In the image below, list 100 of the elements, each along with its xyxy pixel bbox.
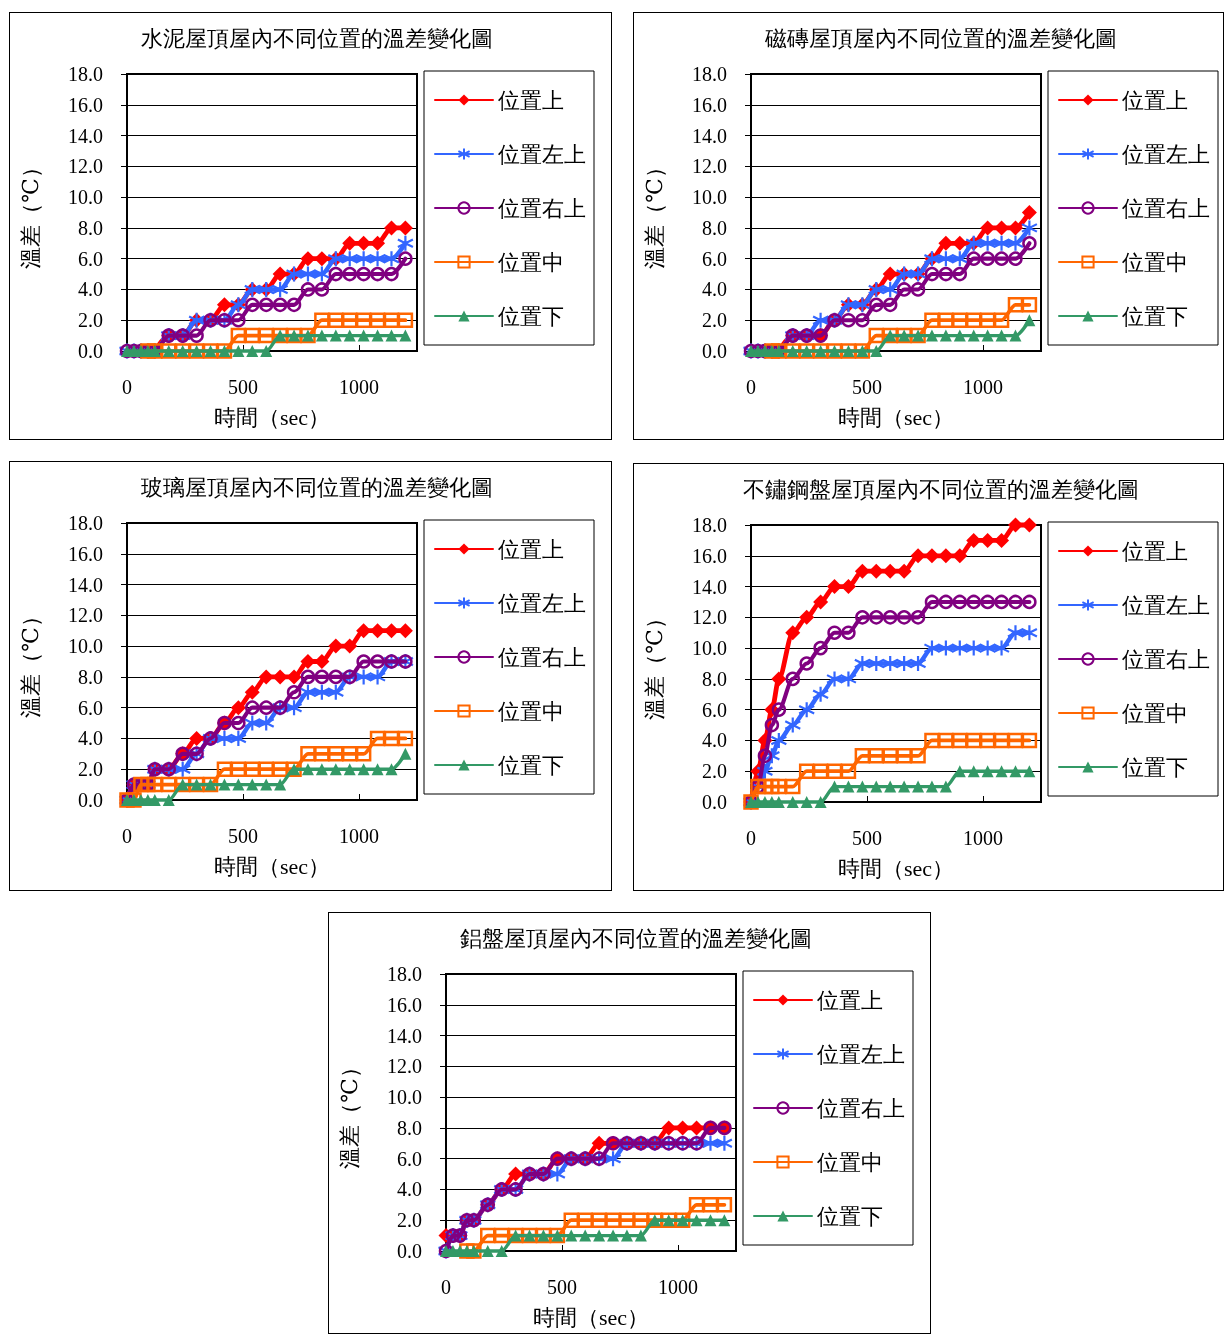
x-tick-label: 1000 — [339, 825, 379, 847]
legend-label: 位置下 — [498, 303, 564, 329]
chart-title: 鋁盤屋頂屋內不同位置的溫差變化圖 — [460, 925, 812, 951]
legend-label: 位置右上 — [498, 644, 586, 670]
y-tick-label: 10.0 — [68, 635, 103, 658]
y-tick-label: 12.0 — [68, 155, 103, 178]
y-tick-label: 12.0 — [692, 606, 727, 629]
y-tick-label: 6.0 — [397, 1147, 422, 1170]
x-axis-title: 時間（sec） — [213, 853, 331, 879]
x-tick-label: 0 — [122, 376, 132, 398]
y-tick-label: 0.0 — [397, 1240, 422, 1262]
y-tick-label: 4.0 — [702, 278, 727, 301]
x-axis-title: 時間（sec） — [213, 404, 331, 430]
legend-label: 位置右上 — [1122, 195, 1210, 221]
legend-label: 位置上 — [817, 987, 883, 1013]
y-tick-label: 16.0 — [68, 93, 103, 116]
legend-label: 位置中 — [817, 1149, 883, 1175]
y-axis-title: 溫差（℃） — [336, 1056, 362, 1169]
y-tick-label: 18.0 — [692, 63, 727, 85]
legend-label: 位置下 — [1122, 754, 1188, 780]
y-tick-label: 10.0 — [387, 1086, 422, 1109]
y-tick-label: 18.0 — [387, 963, 422, 985]
legend-label: 位置右上 — [498, 195, 586, 221]
legend-label: 位置上 — [498, 536, 564, 562]
y-tick-label: 18.0 — [692, 514, 727, 536]
legend-label: 位置中 — [1122, 249, 1188, 275]
y-tick-label: 8.0 — [78, 216, 103, 239]
y-tick-label: 16.0 — [387, 993, 422, 1016]
y-tick-label: 18.0 — [68, 512, 103, 534]
y-tick-label: 14.0 — [692, 575, 727, 598]
legend-label: 位置下 — [1122, 303, 1188, 329]
y-tick-label: 8.0 — [78, 665, 103, 688]
y-tick-label: 16.0 — [68, 542, 103, 565]
x-tick-label: 0 — [746, 376, 756, 398]
y-tick-label: 10.0 — [692, 637, 727, 660]
y-axis-title: 溫差（℃） — [17, 156, 43, 269]
y-tick-label: 16.0 — [692, 544, 727, 567]
y-tick-label: 4.0 — [397, 1178, 422, 1201]
x-tick-label: 1000 — [339, 376, 379, 398]
legend-label: 位置上 — [1122, 87, 1188, 113]
legend-label: 位置右上 — [817, 1095, 905, 1121]
x-axis-title: 時間（sec） — [837, 855, 955, 881]
y-tick-label: 0.0 — [78, 789, 103, 811]
y-tick-label: 4.0 — [78, 278, 103, 301]
y-tick-label: 8.0 — [397, 1116, 422, 1139]
chart-title: 玻璃屋頂屋內不同位置的溫差變化圖 — [141, 474, 493, 500]
y-axis-title: 溫差（℃） — [641, 156, 667, 269]
y-tick-label: 0.0 — [702, 340, 727, 362]
y-tick-label: 8.0 — [702, 667, 727, 690]
x-tick-label: 1000 — [658, 1276, 698, 1298]
x-tick-label: 500 — [852, 827, 882, 849]
y-tick-label: 6.0 — [702, 698, 727, 721]
x-tick-label: 500 — [547, 1276, 577, 1298]
legend-label: 位置上 — [498, 87, 564, 113]
legend-label: 位置左上 — [1122, 141, 1210, 167]
y-tick-label: 12.0 — [692, 155, 727, 178]
y-tick-label: 18.0 — [68, 63, 103, 85]
y-tick-label: 2.0 — [78, 309, 103, 332]
x-axis-title: 時間（sec） — [532, 1304, 650, 1330]
legend-label: 位置左上 — [498, 141, 586, 167]
y-tick-label: 6.0 — [78, 247, 103, 270]
chart-title: 水泥屋頂屋內不同位置的溫差變化圖 — [141, 25, 493, 51]
y-tick-label: 14.0 — [68, 573, 103, 596]
y-tick-label: 2.0 — [397, 1209, 422, 1232]
y-tick-label: 8.0 — [702, 216, 727, 239]
y-tick-label: 6.0 — [702, 247, 727, 270]
legend-label: 位置右上 — [1122, 646, 1210, 672]
legend-label: 位置中 — [498, 249, 564, 275]
y-tick-label: 16.0 — [692, 93, 727, 116]
legend-label: 位置中 — [498, 698, 564, 724]
legend-label: 位置左上 — [498, 590, 586, 616]
chart-title: 不鏽鋼盤屋頂屋內不同位置的溫差變化圖 — [743, 476, 1139, 502]
y-tick-label: 0.0 — [702, 791, 727, 813]
legend-label: 位置左上 — [1122, 592, 1210, 618]
y-tick-label: 6.0 — [78, 696, 103, 719]
legend-label: 位置下 — [817, 1203, 883, 1229]
y-tick-label: 2.0 — [702, 760, 727, 783]
legend-label: 位置下 — [498, 752, 564, 778]
y-tick-label: 10.0 — [692, 186, 727, 209]
y-tick-label: 4.0 — [78, 727, 103, 750]
x-tick-label: 1000 — [963, 827, 1003, 849]
legend-label: 位置中 — [1122, 700, 1188, 726]
chart-title: 磁磚屋頂屋內不同位置的溫差變化圖 — [764, 25, 1117, 51]
y-tick-label: 2.0 — [702, 309, 727, 332]
x-tick-label: 500 — [228, 376, 258, 398]
y-tick-label: 12.0 — [68, 604, 103, 627]
x-tick-label: 0 — [746, 827, 756, 849]
y-tick-label: 4.0 — [702, 729, 727, 752]
x-tick-label: 0 — [441, 1276, 451, 1298]
y-tick-label: 12.0 — [387, 1055, 422, 1078]
x-tick-label: 1000 — [963, 376, 1003, 398]
y-axis-title: 溫差（℃） — [641, 607, 667, 720]
y-tick-label: 14.0 — [387, 1024, 422, 1047]
x-tick-label: 0 — [122, 825, 132, 847]
x-tick-label: 500 — [852, 376, 882, 398]
legend-label: 位置左上 — [817, 1041, 905, 1067]
y-tick-label: 14.0 — [692, 124, 727, 147]
x-axis-title: 時間（sec） — [837, 404, 955, 430]
y-tick-label: 14.0 — [68, 124, 103, 147]
y-tick-label: 0.0 — [78, 340, 103, 362]
